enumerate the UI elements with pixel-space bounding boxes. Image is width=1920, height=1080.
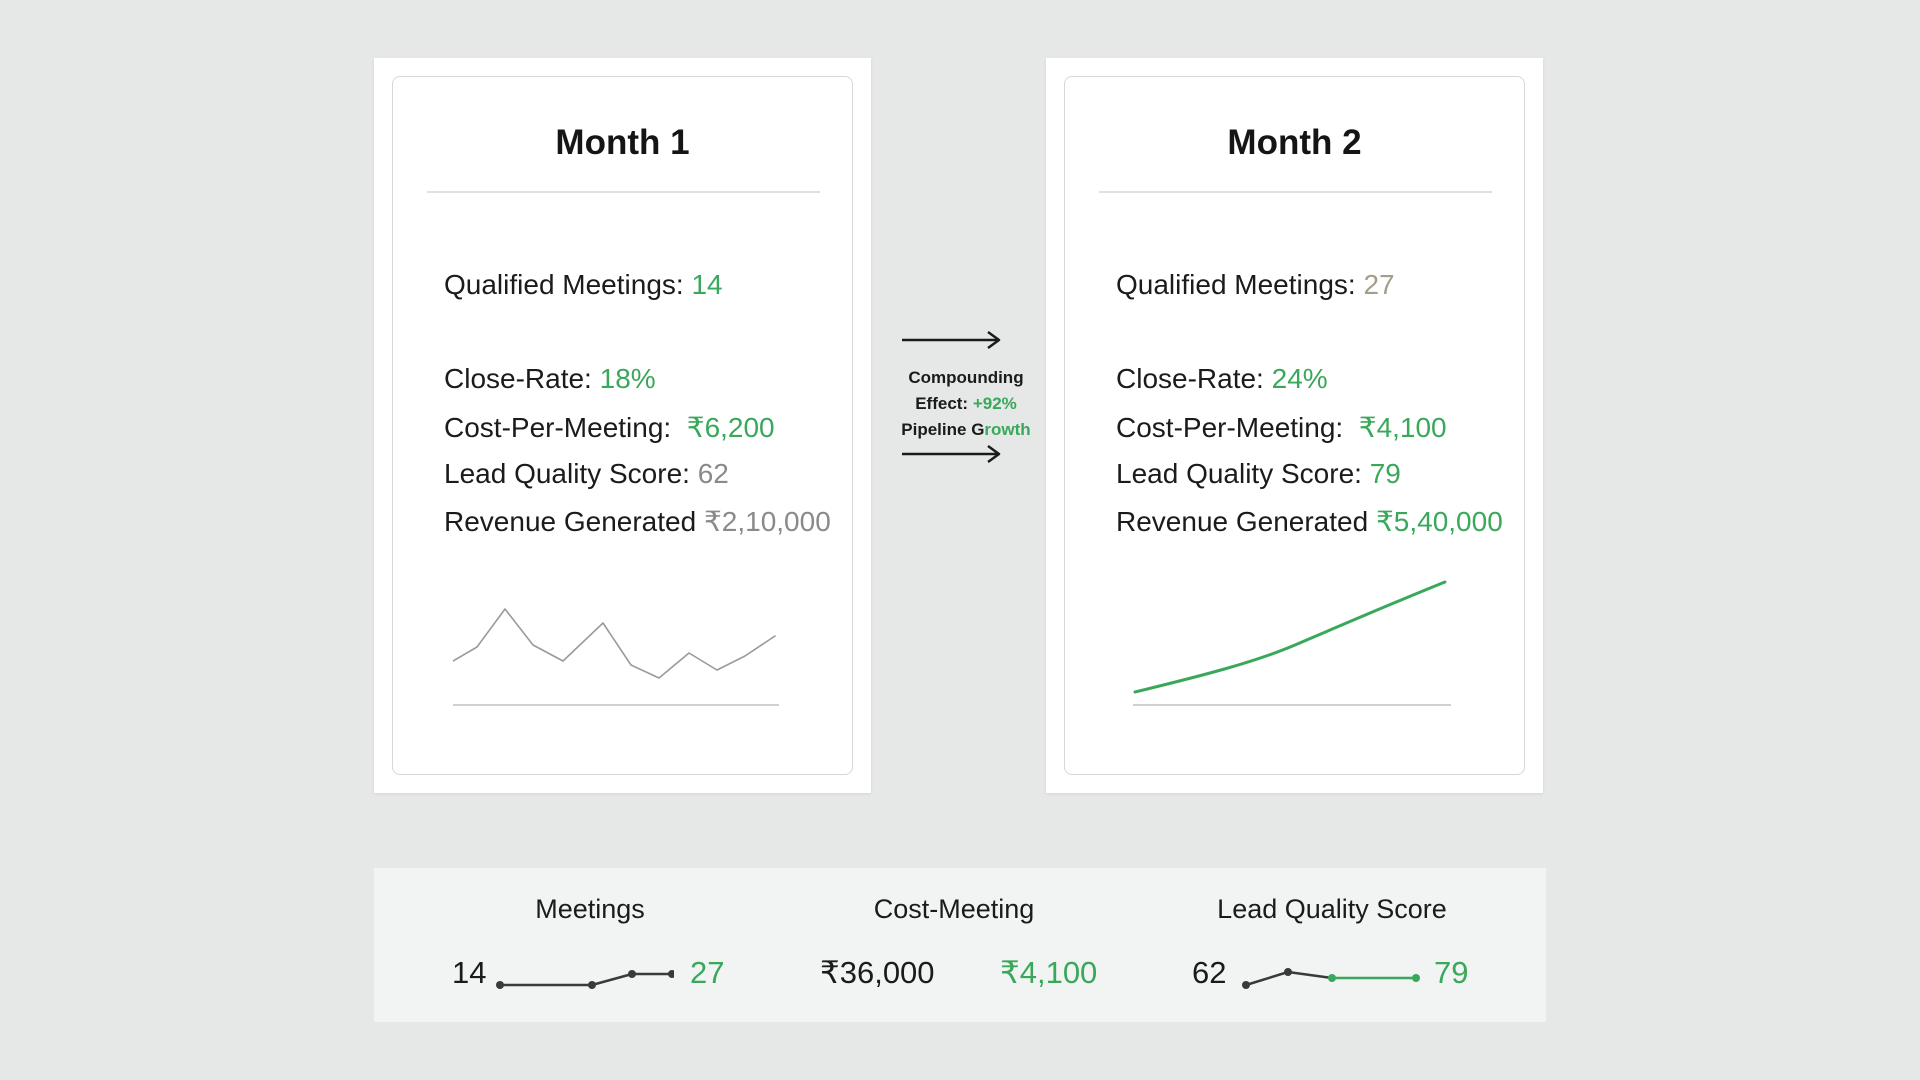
- metric-value: 27: [1363, 269, 1395, 300]
- metric-value: ₹5,40,000: [1375, 506, 1503, 537]
- metric-value: ₹6,200: [686, 412, 775, 443]
- month-1-sparkline-path: [453, 608, 776, 679]
- pipeline-growth-line: Pipeline Growth: [878, 417, 1054, 443]
- summary-cost-meeting-from: ₹36,000: [820, 955, 935, 990]
- month-2-close-rate: Close-Rate: 24%: [1116, 363, 1328, 395]
- summary-meetings-from: 14: [452, 955, 487, 990]
- metric-value: 18%: [599, 363, 656, 394]
- metric-value: 14: [691, 269, 723, 300]
- metric-value: 62: [697, 458, 729, 489]
- metric-label: Qualified Meetings:: [1116, 269, 1356, 300]
- summary-cost-meeting-to: ₹4,100: [1000, 955, 1098, 990]
- month-1-lead-quality-score: Lead Quality Score: 62: [444, 458, 729, 490]
- summary-meetings-to: 27: [690, 955, 725, 990]
- summary-lead-quality-to: 79: [1434, 955, 1469, 990]
- metric-label: Revenue Generated: [444, 506, 697, 537]
- summary-meetings-label: Meetings: [535, 894, 645, 924]
- metric-label: Close-Rate:: [444, 363, 592, 394]
- month-1-sparkline: [453, 608, 779, 706]
- month-2-revenue-generated: Revenue Generated ₹5,40,000: [1116, 505, 1503, 538]
- effect-label: Effect:: [915, 394, 969, 413]
- month-1-qualified-meetings: Qualified Meetings: 14: [444, 269, 723, 301]
- compounding-effect-text: Compounding Effect: +92% Pipeline Growth: [878, 365, 1054, 443]
- effect-line: Effect: +92%: [878, 391, 1054, 417]
- month-2-sparkline-path: [1133, 580, 1447, 694]
- month-2-sparkline: [1133, 580, 1451, 706]
- month-2-lead-quality-score: Lead Quality Score: 79: [1116, 458, 1401, 490]
- month-1-revenue-generated: Revenue Generated ₹2,10,000: [444, 505, 831, 538]
- arrow-right-icon: [902, 330, 1001, 350]
- metric-value: 79: [1369, 458, 1401, 489]
- month-1-divider: [427, 191, 820, 193]
- summary-panel: Meetings 14 27 Cost-Meeting ₹36,000 ₹4,1…: [374, 868, 1546, 1022]
- summary-lead-quality-from: 62: [1192, 955, 1227, 990]
- summary-lead-quality-sparkline: [1242, 968, 1420, 989]
- month-2-title: Month 2: [1227, 123, 1362, 162]
- month-2-qualified-meetings: Qualified Meetings: 27: [1116, 269, 1395, 301]
- summary-lead-quality-label: Lead Quality Score: [1217, 894, 1447, 924]
- summary-cost-meeting-label: Cost-Meeting: [873, 894, 1035, 924]
- month-1-card-frame: Month 1 Qualified Meetings: 14 Close-Rat…: [392, 76, 853, 775]
- metric-label: Lead Quality Score:: [444, 458, 690, 489]
- pipeline-growth-suffix: rowth: [984, 420, 1031, 439]
- metric-label: Revenue Generated: [1116, 506, 1369, 537]
- metric-value: ₹2,10,000: [703, 506, 831, 537]
- month-1-card: Month 1 Qualified Meetings: 14 Close-Rat…: [374, 58, 871, 793]
- effect-value: +92%: [972, 394, 1017, 413]
- month-2-cost-per-meeting: Cost-Per-Meeting: ₹4,100: [1116, 411, 1447, 444]
- month-1-cost-per-meeting: Cost-Per-Meeting: ₹6,200: [444, 411, 775, 444]
- month-1-close-rate: Close-Rate: 18%: [444, 363, 656, 395]
- metric-label: Close-Rate:: [1116, 363, 1264, 394]
- compounding-line: Compounding: [908, 368, 1024, 387]
- metric-label: Cost-Per-Meeting:: [1116, 412, 1344, 443]
- month-2-card-frame: Month 2 Qualified Meetings: 27 Close-Rat…: [1064, 76, 1525, 775]
- metric-value: 24%: [1271, 363, 1328, 394]
- compounding-effect-callout: Compounding Effect: +92% Pipeline Growth: [878, 325, 1054, 475]
- month-2-divider: [1099, 191, 1492, 193]
- metric-label: Qualified Meetings:: [444, 269, 684, 300]
- month-1-title: Month 1: [555, 123, 690, 162]
- metric-label: Cost-Per-Meeting:: [444, 412, 672, 443]
- arrow-right-icon: [902, 444, 1001, 464]
- metric-label: Lead Quality Score:: [1116, 458, 1362, 489]
- metric-value: ₹4,100: [1358, 412, 1447, 443]
- month-2-card: Month 2 Qualified Meetings: 27 Close-Rat…: [1046, 58, 1543, 793]
- summary-meetings-sparkline: [496, 970, 674, 989]
- pipeline-growth-prefix: Pipeline G: [901, 420, 985, 439]
